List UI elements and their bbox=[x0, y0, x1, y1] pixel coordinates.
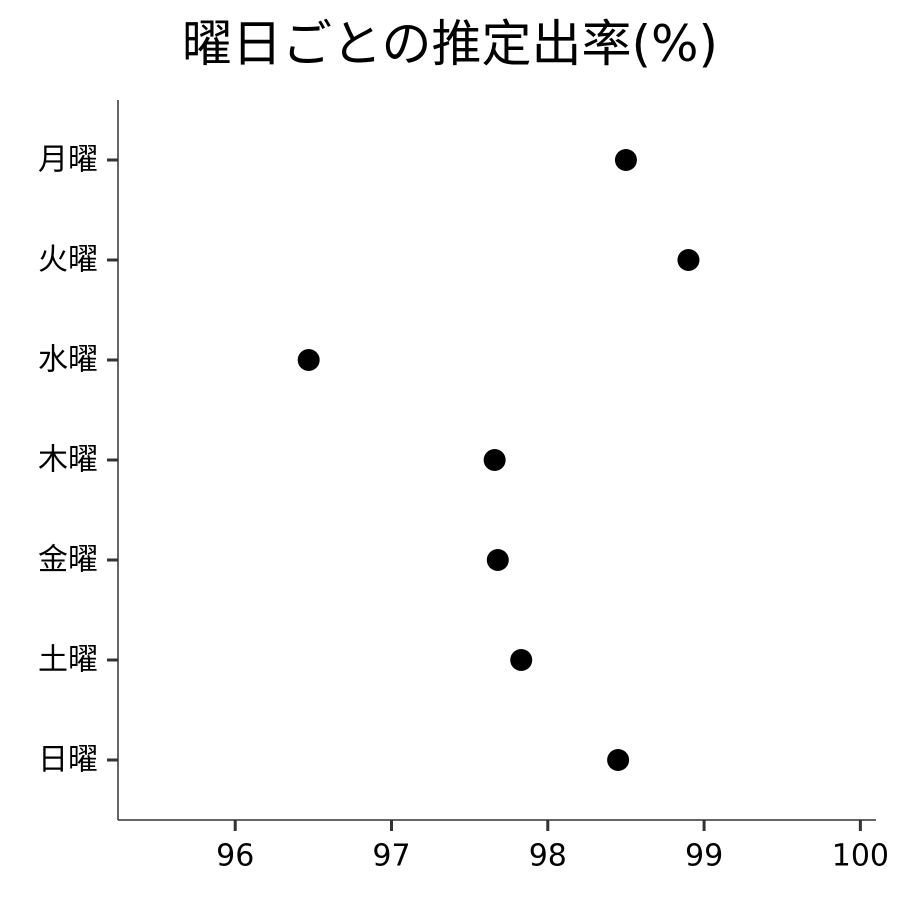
y-tick-label: 水曜 bbox=[38, 343, 98, 378]
y-tick-label: 土曜 bbox=[38, 643, 98, 678]
data-point bbox=[486, 549, 509, 571]
data-point bbox=[607, 749, 630, 771]
y-tick-label: 日曜 bbox=[38, 743, 98, 778]
y-tick-label: 木曜 bbox=[38, 443, 98, 478]
data-point bbox=[677, 249, 700, 271]
data-point bbox=[297, 349, 320, 371]
y-tick-label: 月曜 bbox=[38, 143, 98, 178]
x-tick-label: 100 bbox=[832, 839, 889, 874]
x-tick-label: 96 bbox=[216, 839, 254, 874]
data-points bbox=[297, 149, 700, 771]
x-tick-label: 98 bbox=[529, 839, 567, 874]
data-point bbox=[510, 649, 533, 671]
data-point bbox=[614, 149, 637, 171]
data-point bbox=[483, 449, 506, 471]
x-tick-label: 97 bbox=[372, 839, 410, 874]
y-tick-label: 火曜 bbox=[38, 243, 98, 278]
y-tick-label: 金曜 bbox=[38, 543, 98, 578]
x-axis-ticks: 96 97 98 99 100 bbox=[216, 820, 889, 874]
x-tick-label: 99 bbox=[685, 839, 723, 874]
chart-title: 曜日ごとの推定出率(%) bbox=[181, 15, 719, 73]
